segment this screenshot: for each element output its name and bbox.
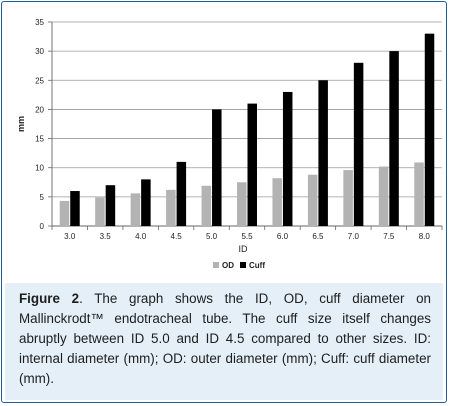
x-tick-label: 5.0 (206, 232, 218, 241)
y-tick-label: 35 (35, 18, 44, 27)
bar-od (166, 189, 176, 226)
bar-cuff (176, 161, 187, 226)
bar-od (414, 162, 424, 226)
bar-od (95, 197, 105, 226)
y-tick-label: 10 (35, 164, 44, 173)
bar-cuff (105, 185, 116, 226)
legend-label-od: OD (222, 261, 234, 270)
x-tick-label: 6.0 (277, 232, 289, 241)
bar-od (343, 170, 353, 226)
bar-chart: 0 5 10 15 20 25 30 35 3.0 3.5 4.0 4.5 5.0 5.5 6.0 6.5 7.… (16, 18, 443, 270)
bar-cuff (353, 62, 364, 226)
bar-cuff (70, 191, 80, 226)
x-tick-label: 4.0 (135, 232, 147, 241)
x-tick-label: 3.5 (100, 232, 112, 241)
figure-label: Figure 2 (19, 291, 80, 306)
bar-cuff (389, 51, 399, 227)
x-tick-label: 4.5 (171, 232, 183, 241)
bar-cuff (318, 80, 328, 227)
x-tick-label: 6.5 (312, 232, 324, 241)
figure-caption: Figure 2. The graph shows the ID, OD, cu… (19, 289, 431, 389)
bar-od (59, 200, 70, 226)
y-tick-label: 0 (40, 222, 45, 231)
bar-od (237, 182, 247, 226)
bar-od (272, 178, 282, 226)
bar-cuff (282, 91, 293, 226)
bar-od (201, 185, 212, 226)
bar-cuff (424, 33, 435, 227)
bar-od (307, 174, 318, 226)
x-tick-label: 8.0 (419, 232, 431, 241)
x-tick-label: 7.0 (348, 232, 360, 241)
y-axis-title: mm (16, 116, 26, 132)
y-tick-label: 15 (35, 135, 44, 144)
x-tick-label: 7.5 (383, 232, 395, 241)
bar-cuff (141, 179, 151, 226)
y-tick-label: 20 (35, 105, 44, 114)
x-tick-label: 3.0 (64, 232, 76, 241)
x-axis-title: ID (239, 244, 249, 254)
chart-area: 0 5 10 15 20 25 30 35 3.0 3.5 4.0 4.5 5.0 5.5 6.0 6.5 7.… (2, 2, 448, 282)
bar-od (130, 193, 141, 226)
y-tick-label: 25 (35, 76, 44, 85)
legend-swatch-od (213, 262, 219, 268)
caption-text: . The graph shows the ID, OD, cuff diame… (19, 291, 431, 386)
caption-box: Figure 2. The graph shows the ID, OD, cu… (5, 283, 443, 400)
bar-cuff (212, 109, 222, 226)
bar-cuff (247, 103, 257, 226)
y-tick-label: 5 (40, 193, 45, 202)
legend-swatch-cuff (240, 262, 246, 268)
x-tick-label: 5.5 (241, 232, 253, 241)
y-tick-label: 30 (35, 47, 44, 56)
legend-label-cuff: Cuff (249, 261, 265, 270)
bar-od (378, 166, 389, 226)
